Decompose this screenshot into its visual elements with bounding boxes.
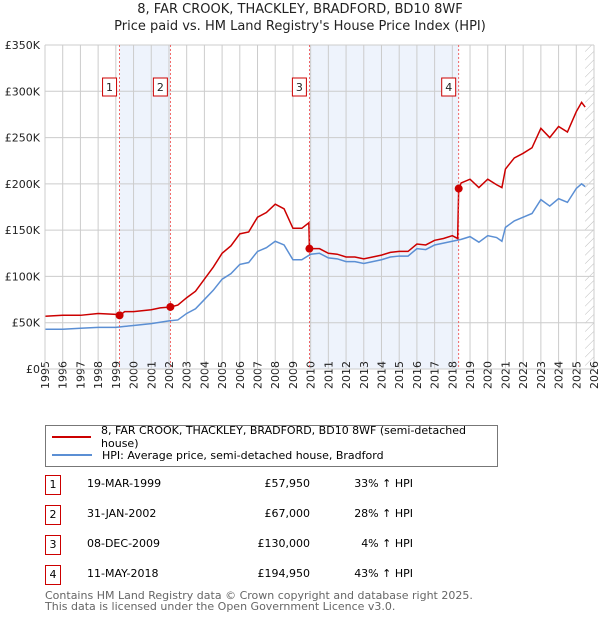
sale-label: 3 [296,81,303,94]
sale-hpi: 43% ↑ HPI [354,567,413,580]
x-tick-label: 2006 [234,361,247,389]
legend-label: 8, FAR CROOK, THACKLEY, BRADFORD, BD10 8… [101,424,466,450]
sale-price: £67,000 [264,507,311,520]
sale-price: £130,000 [257,537,311,550]
sale-price: £194,950 [257,567,311,580]
x-tick-label: 2013 [358,361,371,389]
sale-point [115,311,124,320]
x-tick-label: 2025 [570,361,583,389]
sale-row: 3 08-DEC-2009 £130,000 4% ↑ HPI [45,535,445,555]
forecast-hatch [585,45,594,369]
sale-price: £57,950 [264,477,311,490]
x-tick-label: 2004 [198,361,211,389]
sale-row: 4 11-MAY-2018 £194,950 43% ↑ HPI [45,565,445,585]
x-tick-label: 2009 [287,361,300,389]
x-tick-label: 2011 [322,361,335,389]
sale-label: 4 [445,81,452,94]
x-tick-label: 2019 [464,361,477,389]
x-tick-label: 2003 [181,361,194,389]
sale-label-box [102,77,118,97]
series-line [45,182,586,330]
plot-area: 1995 1996 1997 1998 1999 2000 2001 2002 2003 2004… [5,39,600,389]
sale-date: 19-MAR-1999 [87,477,162,490]
y-tick-label: £50K [12,317,41,330]
x-tick-label: 1997 [74,361,87,389]
chart-title: 8, FAR CROOK, THACKLEY, BRADFORD, BD10 8… [137,2,463,17]
x-tick-label: 2014 [375,361,388,389]
x-tick-label: 2024 [553,361,566,389]
sale-marker-box: 1 [45,475,61,495]
sale-date: 31-JAN-2002 [87,507,157,520]
x-tick-label: 1995 [39,361,52,389]
sale-point [166,302,175,311]
y-tick-label: £100K [5,270,41,283]
sale-marker-box: 2 [45,505,61,525]
x-tick-label: 2026 [588,361,600,389]
x-tick-label: 1996 [57,361,70,389]
x-tick-label: 2018 [446,361,459,389]
legend-label: HPI: Average price, semi-detached house,… [102,448,384,462]
x-tick-label: 2012 [340,361,353,389]
y-tick-label: £200K [5,178,41,191]
x-tick-label: 2010 [305,361,318,389]
x-tick-label: 2017 [429,361,442,389]
footer-line: Contains HM Land Registry data © Crown c… [45,589,473,602]
footer-line: This data is licensed under the Open Gov… [45,600,396,613]
sale-label-box [441,77,457,97]
legend-item-property: 8, FAR CROOK, THACKLEY, BRADFORD, BD10 8… [46,424,497,450]
x-tick-label: 2002 [163,361,176,389]
x-tick-label: 2000 [128,361,141,389]
y-tick-label: £0 [26,363,40,376]
x-tick-label: 2008 [269,361,282,389]
sale-point [454,184,463,193]
footer: Contains HM Land Registry data © Crown c… [45,590,473,612]
y-tick-label: £150K [5,224,41,237]
sale-point [305,244,314,253]
legend-item-hpi: HPI: Average price, semi-detached house,… [46,447,384,463]
x-tick-label: 2015 [393,361,406,389]
x-tick-label: 2001 [145,361,158,389]
legend: 8, FAR CROOK, THACKLEY, BRADFORD, BD10 8… [45,424,498,467]
shaded-period [119,45,171,369]
sale-date: 08-DEC-2009 [87,537,161,550]
sale-marker-box: 4 [45,565,61,585]
x-tick-label: 2005 [216,361,229,389]
x-tick-label: 2007 [252,361,265,389]
sale-label: 2 [157,81,164,94]
sale-hpi: 33% ↑ HPI [354,477,413,490]
x-tick-label: 2016 [411,361,424,389]
sale-date: 11-MAY-2018 [87,567,159,580]
x-tick-label: 1998 [92,361,105,389]
x-tick-label: 2022 [517,361,530,389]
x-tick-label: 2020 [482,361,495,389]
y-tick-label: £350K [5,39,41,52]
sale-label: 1 [106,81,113,94]
sale-row: 2 31-JAN-2002 £67,000 28% ↑ HPI [45,505,445,525]
sale-hpi: 4% ↑ HPI [361,537,413,550]
chart-subtitle: Price paid vs. HM Land Registry's House … [114,19,486,34]
sale-hpi: 28% ↑ HPI [354,507,413,520]
y-tick-label: £300K [5,85,41,98]
y-tick-label: £250K [5,132,41,145]
sale-label-box [152,77,168,97]
sale-label-box [291,77,307,97]
x-tick-label: 2021 [499,361,512,389]
sale-row: 1 19-MAR-1999 £57,950 33% ↑ HPI [45,475,445,495]
legend-swatch-blue [52,454,92,456]
sale-marker-box: 3 [45,535,61,555]
x-tick-label: 1999 [110,361,123,389]
legend-swatch-red [52,436,92,438]
x-tick-label: 2023 [535,361,548,389]
shaded-period [309,45,459,369]
